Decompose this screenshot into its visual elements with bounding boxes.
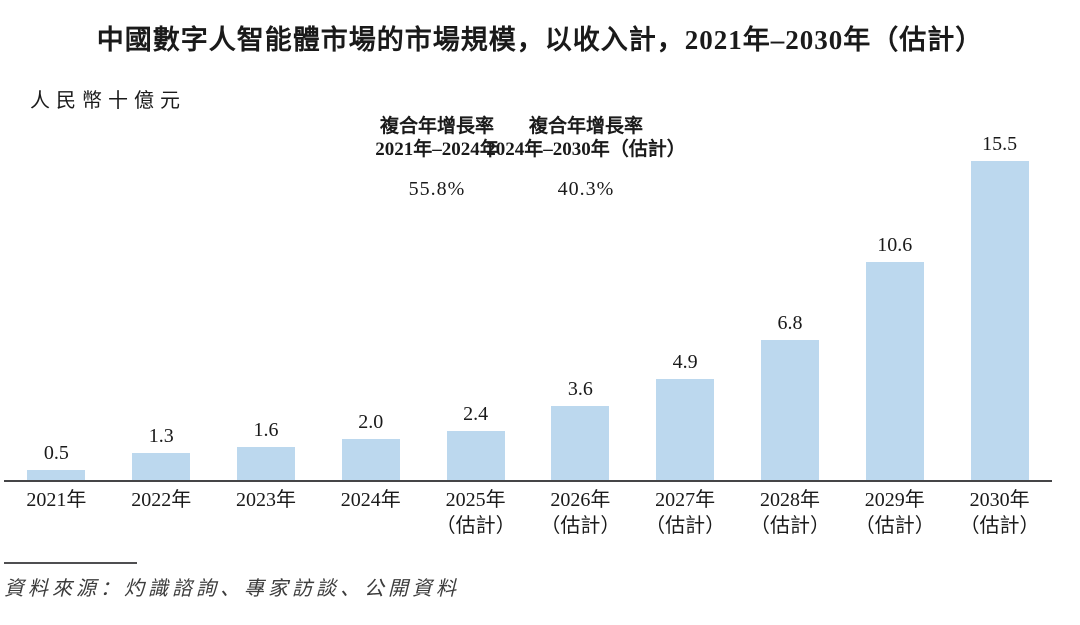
x-axis-label: 2023年 bbox=[235, 489, 296, 511]
bar-group: 1.6 bbox=[214, 419, 319, 480]
bar-group: 3.6 bbox=[528, 378, 633, 480]
bar bbox=[970, 161, 1029, 480]
source-divider bbox=[4, 562, 137, 564]
bar-group: 10.6 bbox=[842, 234, 947, 480]
bar-value-label: 15.5 bbox=[982, 133, 1018, 155]
bar-chart: 0.5 1.3 1.6 2.0 2.4 3.6 4.9 6.8 10.6 15.5 bbox=[4, 0, 1052, 480]
bar-value-label: 1.3 bbox=[148, 425, 174, 447]
cagr-annotation-title: 複合年增長率 bbox=[528, 116, 644, 137]
bar-value-label: 2.0 bbox=[358, 411, 384, 433]
x-axis-label: 2026年 （估計） bbox=[540, 489, 621, 537]
bar bbox=[446, 431, 505, 480]
bar bbox=[341, 439, 400, 480]
bar bbox=[27, 470, 86, 480]
cagr-annotation-period: 2021年–2024年 bbox=[375, 139, 499, 160]
x-axis-label: 2025年 （估計） bbox=[435, 489, 516, 537]
source-note: 資料來源：灼識諮詢、專家訪談、公開資料 bbox=[4, 578, 460, 600]
bar bbox=[551, 406, 610, 480]
bar-group: 15.5 bbox=[947, 133, 1052, 480]
bar-group: 2.4 bbox=[423, 403, 528, 480]
bar-group: 0.5 bbox=[4, 442, 109, 480]
bar-value-label: 4.9 bbox=[672, 351, 698, 373]
bar bbox=[865, 262, 924, 480]
bar bbox=[760, 340, 819, 480]
bar bbox=[236, 447, 295, 480]
cagr-annotation-value: 40.3% bbox=[557, 178, 615, 200]
cagr-annotation-2021-2024: 複合年增長率 2021年–2024年 55.8% bbox=[375, 115, 499, 201]
cagr-annotation-period: 2024年–2030年（估計） bbox=[486, 139, 686, 160]
bar-value-label: 2.4 bbox=[463, 403, 489, 425]
bar-group: 4.9 bbox=[633, 351, 738, 480]
x-axis-label: 2022年 bbox=[131, 489, 192, 511]
bar-group: 6.8 bbox=[738, 312, 843, 480]
cagr-annotation-value: 55.8% bbox=[408, 178, 466, 200]
bar bbox=[656, 379, 715, 480]
bar-value-label: 6.8 bbox=[777, 312, 803, 334]
x-axis-label: 2028年 （估計） bbox=[749, 489, 830, 537]
bar-value-label: 3.6 bbox=[567, 378, 593, 400]
x-axis-label: 2021年 bbox=[26, 489, 87, 511]
x-axis-line bbox=[4, 480, 1052, 482]
bar bbox=[132, 453, 191, 480]
x-axis-label: 2024年 bbox=[340, 489, 401, 511]
cagr-annotation-2024-2030: 複合年增長率 2024年–2030年（估計） 40.3% bbox=[486, 115, 686, 201]
x-axis-labels: 2021年 2022年 2023年 2024年 2025年 （估計） 2026年 （估計） 20… bbox=[4, 487, 1052, 539]
bar-group: 1.3 bbox=[109, 425, 214, 480]
x-axis-label: 2030年 （估計） bbox=[959, 489, 1040, 537]
bar-value-label: 0.5 bbox=[43, 442, 69, 464]
bar-group: 2.0 bbox=[318, 411, 423, 480]
bar-value-label: 1.6 bbox=[253, 419, 279, 441]
cagr-annotation-title: 複合年增長率 bbox=[379, 116, 495, 137]
bar-value-label: 10.6 bbox=[877, 234, 913, 256]
y-axis-unit-label: 人民幣十億元 bbox=[30, 90, 186, 112]
x-axis-label: 2029年 （估計） bbox=[854, 489, 935, 537]
page-title: 中國數字人智能體市場的市場規模，以收入計，2021年–2030年（估計） bbox=[96, 25, 984, 55]
bars-row: 0.5 1.3 1.6 2.0 2.4 3.6 4.9 6.8 10.6 15.5 bbox=[4, 0, 1052, 480]
x-axis-label: 2027年 （估計） bbox=[645, 489, 726, 537]
